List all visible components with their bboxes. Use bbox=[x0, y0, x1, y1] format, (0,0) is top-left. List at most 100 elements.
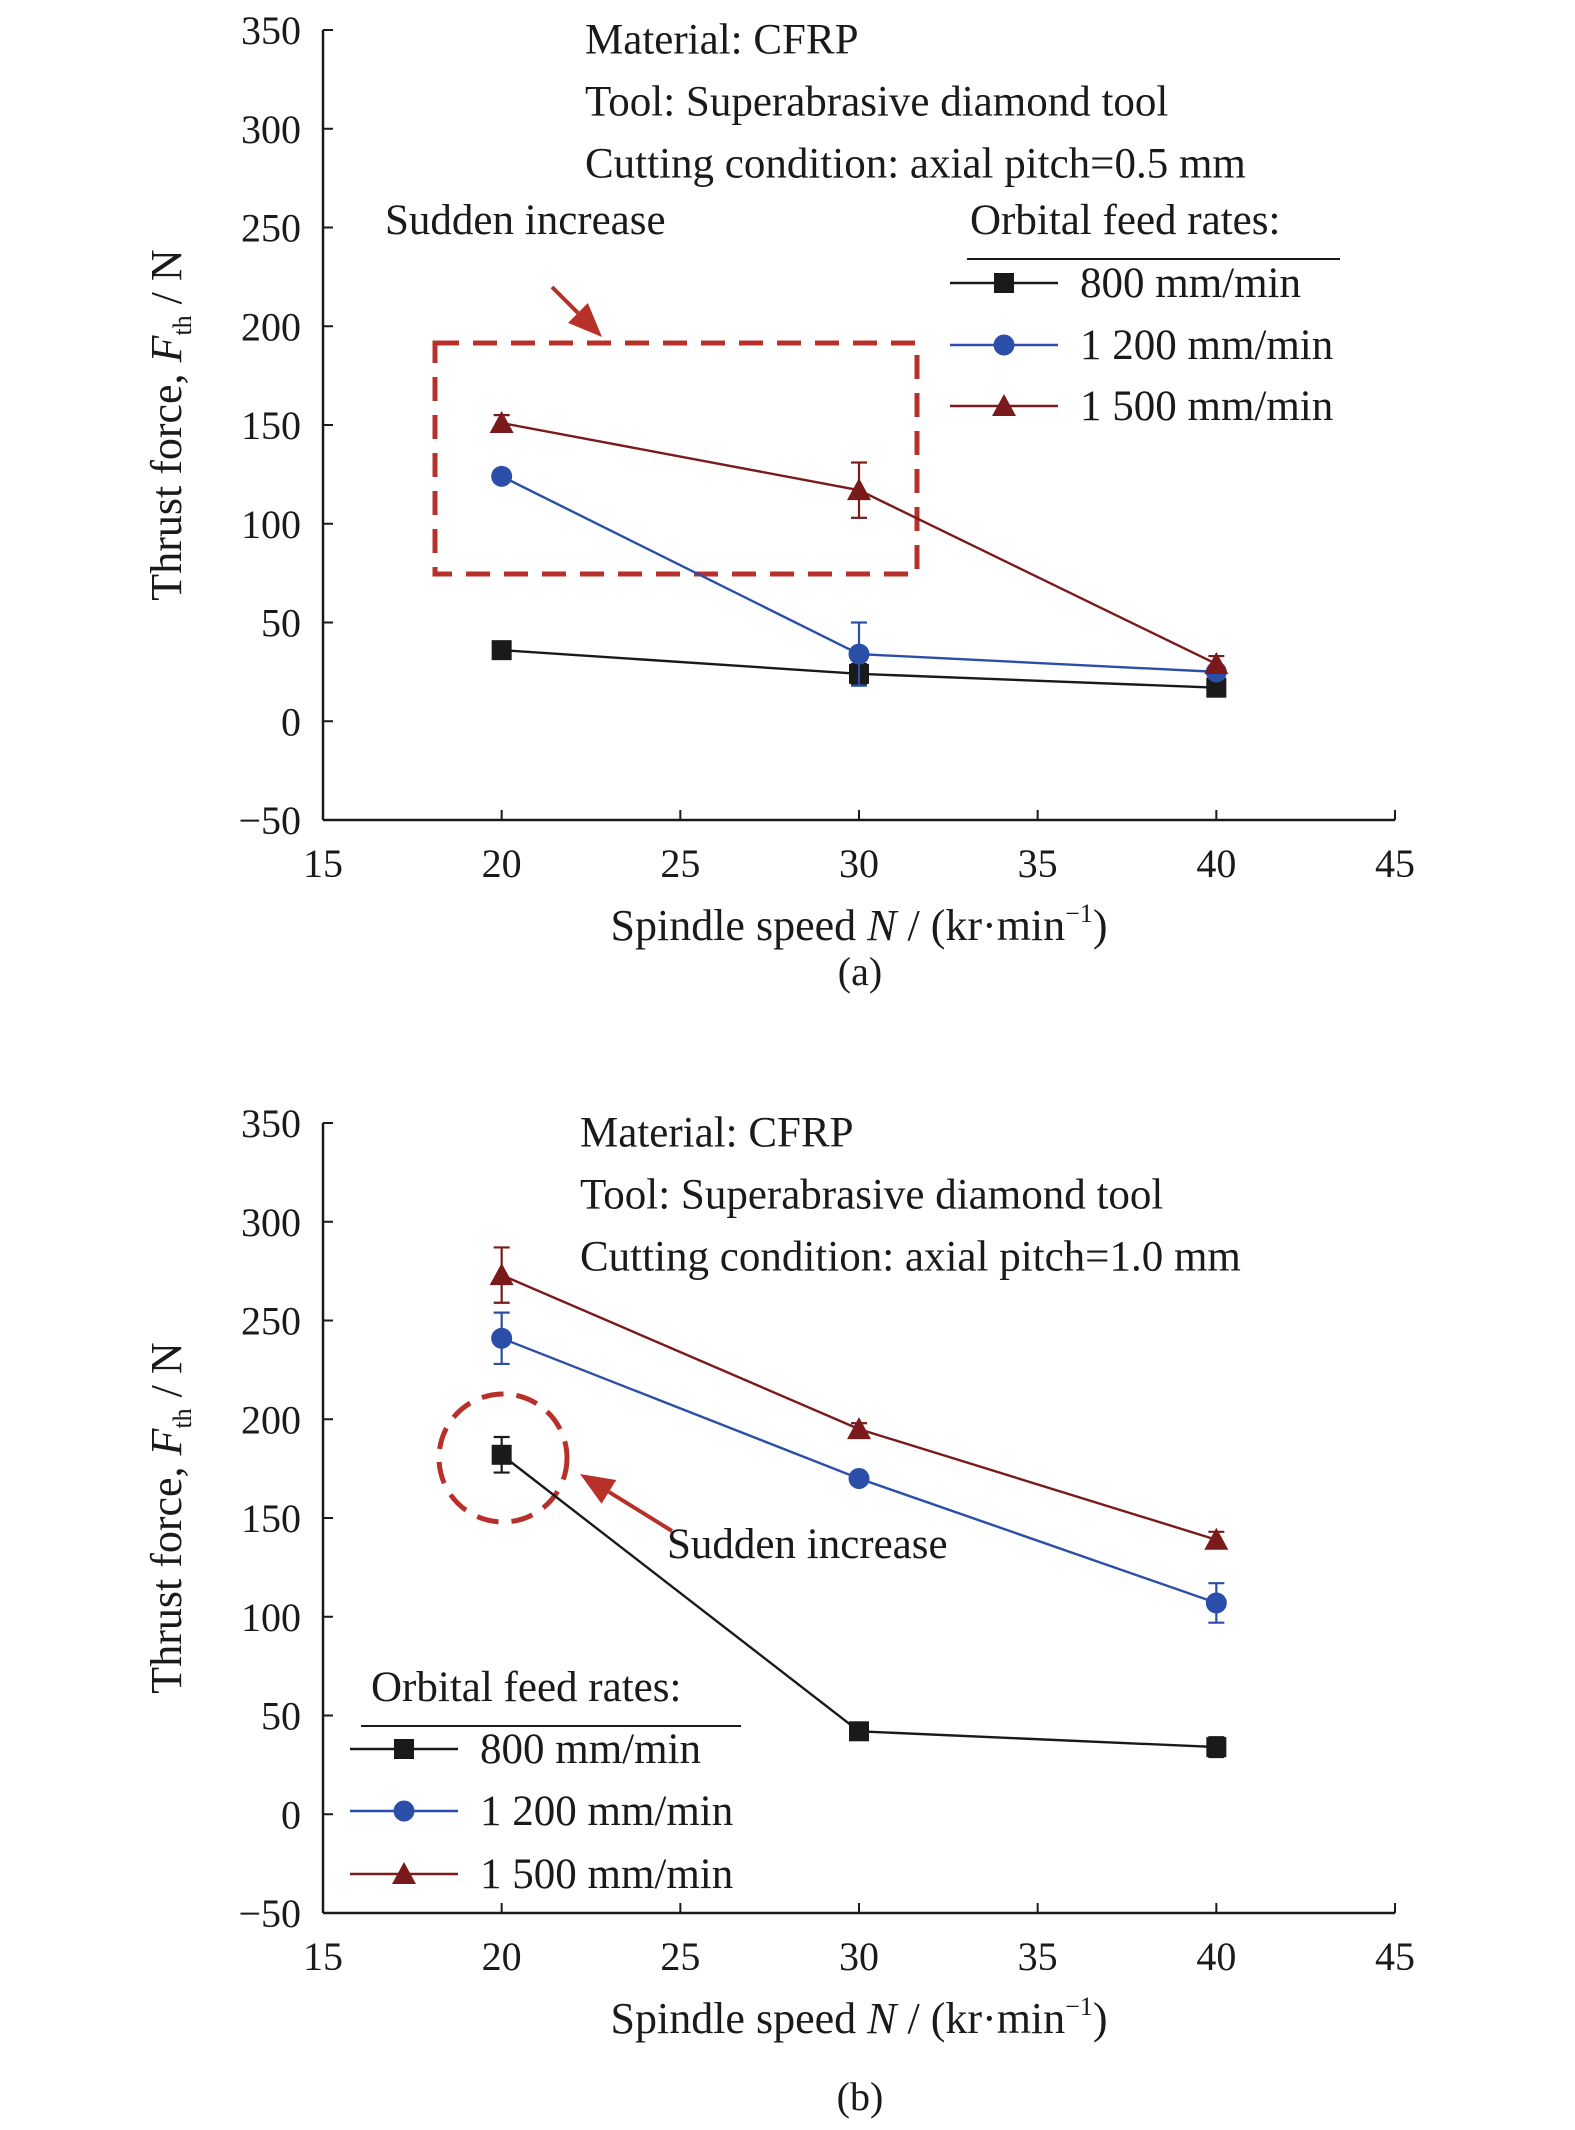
panel-label: (a) bbox=[838, 949, 882, 994]
x-axis-title-variable: N bbox=[866, 1994, 899, 2043]
y-axis-title: Thrust force, Fth / N bbox=[142, 249, 197, 600]
y-tick-label: 150 bbox=[241, 1496, 301, 1541]
y-tick-label: 300 bbox=[241, 1200, 301, 1245]
data-point bbox=[848, 643, 870, 665]
x-tick-label: 20 bbox=[482, 1934, 522, 1979]
y-axis-title-variable: F bbox=[142, 334, 191, 363]
annotation-text: Sudden increase bbox=[385, 197, 666, 244]
y-tick-label: 100 bbox=[241, 1595, 301, 1640]
y-tick-label: 50 bbox=[261, 601, 301, 646]
legend-entry-label: 800 mm/min bbox=[480, 1726, 701, 1773]
x-axis-title-exponent: −1 bbox=[1065, 899, 1093, 928]
x-tick-label: 45 bbox=[1375, 841, 1415, 886]
x-axis-title-units: / (kr·min bbox=[897, 1994, 1066, 2043]
chart-note: Cutting condition: axial pitch=0.5 mm bbox=[585, 141, 1246, 188]
data-point bbox=[847, 478, 871, 501]
y-tick-label: 250 bbox=[241, 1299, 301, 1344]
chart-panel-b: −50 0 50 100 150 200 250 300 350 15 20 25 30 35 40 45 Sp… bbox=[142, 1101, 1415, 2119]
x-tick-label: 40 bbox=[1196, 841, 1236, 886]
x-axis-title: Spindle speed N / (kr·min−1) bbox=[611, 1992, 1108, 2043]
data-point bbox=[1204, 1527, 1229, 1550]
y-axis-title-subscript: th bbox=[168, 1408, 197, 1428]
y-tick-label: 150 bbox=[241, 403, 301, 448]
y-axis-title-units: / N bbox=[142, 249, 191, 315]
chart-panel-a: −50 0 50 100 150 200 250 300 350 15 20 25 30 35 40 45 Sp… bbox=[142, 8, 1415, 994]
chart-note: Tool: Superabrasive diamond tool bbox=[580, 1172, 1163, 1219]
chart-note: Material: CFRP bbox=[585, 17, 859, 64]
y-axis-title: Thrust force, Fth / N bbox=[142, 1342, 197, 1693]
legend-entry-label: 1 500 mm/min bbox=[1080, 383, 1333, 430]
data-point bbox=[848, 1468, 870, 1489]
x-axis-title-close: ) bbox=[1093, 1994, 1108, 2043]
y-axis-title-units: / N bbox=[142, 1342, 191, 1408]
legend-marker bbox=[992, 394, 1016, 416]
data-point bbox=[1206, 677, 1227, 698]
chart-note: Cutting condition: axial pitch=1.0 mm bbox=[580, 1234, 1241, 1281]
data-point bbox=[1205, 1592, 1227, 1614]
data-point bbox=[491, 1327, 513, 1349]
x-axis-title-units: / (kr·min bbox=[897, 901, 1066, 950]
y-tick-label: 200 bbox=[241, 1397, 301, 1442]
x-axis-title-text: Spindle speed bbox=[611, 901, 868, 950]
legend-entry-label: 800 mm/min bbox=[1080, 260, 1301, 307]
panel-label: (b) bbox=[837, 2074, 884, 2119]
legend-title: Orbital feed rates: bbox=[371, 1664, 681, 1711]
highlight-box bbox=[432, 340, 920, 577]
legend-marker bbox=[393, 1800, 415, 1822]
legend-marker bbox=[994, 273, 1014, 293]
y-tick-label: 350 bbox=[241, 8, 301, 53]
y-axis-title-variable: F bbox=[142, 1427, 191, 1456]
x-tick-label: 20 bbox=[482, 841, 522, 886]
y-axis-title-text: Thrust force, bbox=[142, 1455, 191, 1693]
x-tick-label: 15 bbox=[303, 841, 343, 886]
highlight-circle bbox=[436, 1391, 570, 1525]
legend-marker bbox=[394, 1739, 414, 1759]
y-tick-label: 300 bbox=[241, 107, 301, 152]
legend-title: Orbital feed rates: bbox=[970, 197, 1280, 244]
y-axis-title-subscript: th bbox=[168, 315, 197, 335]
legend-entry-label: 1 200 mm/min bbox=[480, 1788, 733, 1835]
x-axis-title-close: ) bbox=[1093, 901, 1108, 950]
data-point bbox=[1206, 1737, 1227, 1758]
series-line bbox=[501, 1273, 1217, 1541]
data-point bbox=[849, 1721, 869, 1742]
data-point bbox=[489, 411, 514, 434]
annotation-arrow-head bbox=[580, 1474, 617, 1504]
x-axis-title-exponent: −1 bbox=[1065, 1992, 1093, 2021]
annotation-arrow-shaft bbox=[607, 1490, 674, 1533]
chart-note: Tool: Superabrasive diamond tool bbox=[585, 79, 1168, 126]
y-tick-label: 100 bbox=[241, 502, 301, 547]
x-tick-label: 35 bbox=[1018, 1934, 1058, 1979]
x-tick-label: 25 bbox=[660, 1934, 700, 1979]
x-tick-label: 45 bbox=[1375, 1934, 1415, 1979]
y-tick-label: −50 bbox=[238, 798, 301, 843]
annotation-text: Sudden increase bbox=[667, 1521, 948, 1568]
y-tick-label: 200 bbox=[241, 304, 301, 349]
data-point bbox=[491, 640, 512, 661]
annotation-arrow-head bbox=[568, 303, 602, 337]
data-point bbox=[491, 465, 513, 487]
y-axis-title-text: Thrust force, bbox=[142, 362, 191, 600]
x-tick-label: 15 bbox=[303, 1934, 343, 1979]
x-tick-label: 30 bbox=[839, 1934, 879, 1979]
y-tick-label: 0 bbox=[281, 699, 301, 744]
data-point bbox=[489, 1263, 514, 1286]
annotation-arrow-shaft bbox=[550, 285, 580, 315]
data-point bbox=[491, 1444, 512, 1465]
legend-marker bbox=[392, 1862, 416, 1884]
x-tick-label: 30 bbox=[839, 841, 879, 886]
y-tick-label: −50 bbox=[238, 1891, 301, 1936]
y-tick-label: 350 bbox=[241, 1101, 301, 1146]
x-axis-title-text: Spindle speed bbox=[611, 1994, 868, 2043]
x-tick-label: 40 bbox=[1196, 1934, 1236, 1979]
y-tick-label: 50 bbox=[261, 1694, 301, 1739]
chart-note: Material: CFRP bbox=[580, 1110, 854, 1157]
x-tick-label: 25 bbox=[660, 841, 700, 886]
x-axis-title: Spindle speed N / (kr·min−1) bbox=[611, 899, 1108, 950]
y-tick-label: 0 bbox=[281, 1792, 301, 1837]
data-point bbox=[1204, 651, 1229, 674]
legend-entry-label: 1 200 mm/min bbox=[1080, 322, 1333, 369]
x-axis-title-variable: N bbox=[866, 901, 899, 950]
x-tick-label: 35 bbox=[1018, 841, 1058, 886]
